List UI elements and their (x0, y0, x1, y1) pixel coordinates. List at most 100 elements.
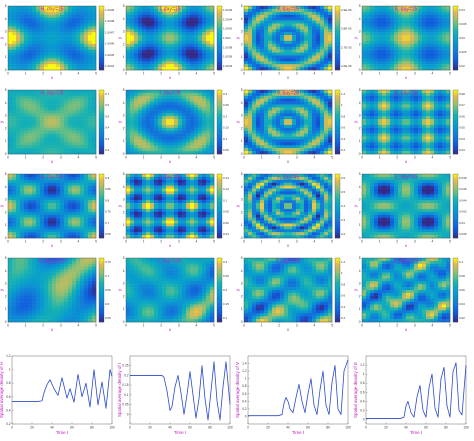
heatmap-cell (304, 104, 309, 108)
heatmap-cell (16, 151, 21, 155)
heatmap-cell (292, 98, 297, 102)
heatmap-cell (312, 101, 317, 105)
heatmap-cell (438, 130, 443, 134)
heatmap-cell (146, 217, 151, 221)
heatmap-cell (12, 6, 17, 10)
heatmap-cell (36, 217, 41, 221)
heatmap-cell (256, 148, 261, 152)
heatmap-cell (92, 14, 97, 18)
heatmap-cell (182, 110, 187, 114)
heatmap-cell (374, 55, 379, 59)
heatmap-cell (324, 14, 329, 18)
heatmap-cell (260, 92, 265, 97)
heatmap-cell (272, 113, 277, 117)
x-tick-label: 2 (42, 156, 44, 160)
heatmap-cell (280, 29, 285, 33)
y-axis-label: y (0, 120, 4, 123)
heatmap-cell (378, 8, 383, 13)
heatmap-cell (280, 136, 285, 140)
y-tick-label: 3 (359, 114, 361, 118)
heatmap-panel-10: I, day=450 1 2 3 4 5012345xy0.140.120.10.080.… (117, 172, 229, 248)
heatmap-cell (92, 113, 97, 117)
heatmap-cell (166, 98, 171, 102)
heatmap-cell (142, 151, 147, 155)
heatmap-cell (130, 130, 135, 134)
heatmap-cell (92, 188, 97, 192)
heatmap-cell (280, 104, 285, 108)
heatmap-cell (142, 8, 147, 13)
heatmap-cell (430, 26, 435, 30)
heatmap-cell (170, 133, 175, 137)
heatmap-cell (134, 208, 139, 213)
heatmap-cell (56, 179, 61, 183)
heatmap-cell (60, 229, 65, 233)
heatmap-cell (390, 32, 395, 36)
heatmap-cell (28, 38, 33, 42)
heatmap-cell (194, 43, 199, 47)
heatmap-cell (130, 185, 135, 189)
heatmap-cell (248, 142, 253, 146)
heatmap-cell (52, 194, 57, 198)
heatmap-cell (434, 133, 439, 137)
heatmap-cell (56, 185, 61, 189)
colorbar-tick-label: 0.05 (459, 126, 465, 130)
heatmap-cell (264, 122, 269, 126)
heatmap-cell (362, 32, 367, 36)
heatmap-cell (264, 113, 269, 117)
heatmap-cell (76, 235, 81, 239)
heatmap-cell (60, 26, 65, 30)
heatmap-cell (390, 58, 395, 62)
heatmap-cell (434, 23, 439, 27)
heatmap-cell (418, 64, 423, 68)
heatmap-cell (442, 104, 447, 108)
heatmap-cell (92, 49, 97, 53)
heatmap-cell (252, 110, 257, 114)
heatmap-cell (194, 38, 199, 42)
heatmap-cell (198, 124, 203, 129)
heatmap-cell (284, 90, 289, 94)
heatmap-cell (382, 11, 387, 15)
heatmap-cell (174, 130, 179, 134)
heatmap-cell (40, 208, 45, 213)
heatmap-cell (308, 101, 313, 105)
heatmap-cell (40, 217, 45, 221)
heatmap-cell (44, 139, 49, 143)
heatmap-cell (72, 188, 77, 192)
heatmap-cell (44, 174, 49, 178)
heatmap-cell (56, 23, 61, 27)
colorbar-segment (99, 98, 104, 101)
heatmap-cell (32, 136, 37, 140)
heatmap-cell (202, 110, 207, 114)
heatmap-cell (88, 197, 93, 201)
heatmap-cell (36, 139, 41, 143)
heatmap-cell (308, 17, 313, 21)
heatmap-cell (36, 55, 41, 59)
heatmap-cell (166, 151, 171, 155)
heatmap-cell (60, 38, 65, 42)
heatmap-cell (52, 29, 57, 33)
heatmap-cell (316, 32, 321, 36)
heatmap-cell (60, 200, 65, 204)
heatmap-cell (16, 40, 21, 45)
heatmap-cell (386, 46, 391, 50)
heatmap-cell (36, 95, 41, 99)
heatmap-cells (8, 6, 97, 71)
heatmap-cell (170, 127, 175, 131)
heatmap-cell (442, 29, 447, 33)
heatmap-cell (276, 104, 281, 108)
heatmap-cell (430, 17, 435, 21)
colorbar-segment (453, 19, 458, 23)
heatmap-cell (84, 26, 89, 30)
heatmap-cell (374, 11, 379, 15)
heatmap-cell (422, 43, 427, 47)
heatmap-cell (56, 124, 61, 129)
heatmap-cell (198, 119, 203, 123)
heatmap-cell (182, 64, 187, 68)
plot-frame (361, 89, 451, 155)
colorbar-segment (99, 135, 104, 139)
heatmap-cell (378, 90, 383, 94)
heatmap-cell (130, 148, 135, 152)
heatmap-cell (304, 116, 309, 120)
heatmap-cell (442, 26, 447, 30)
heatmap-cell (16, 176, 21, 181)
